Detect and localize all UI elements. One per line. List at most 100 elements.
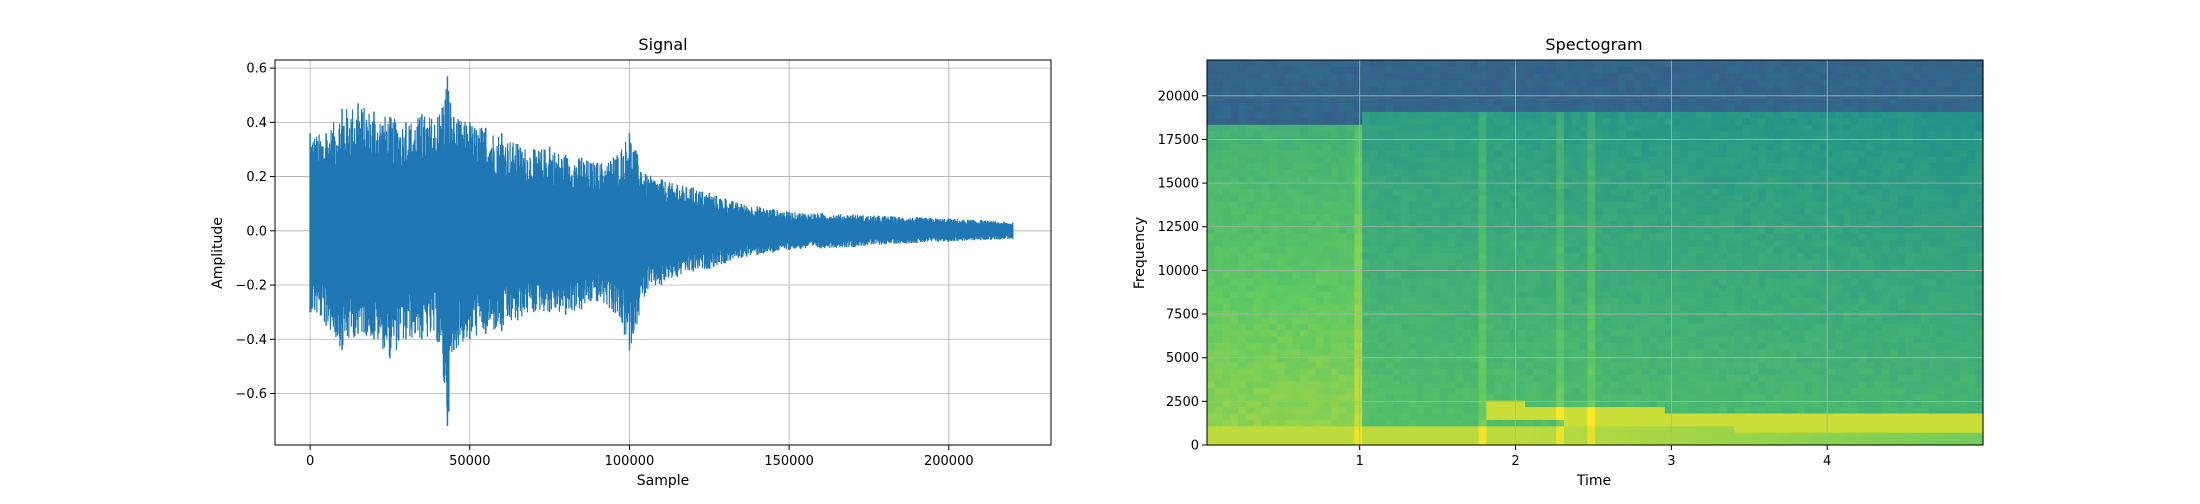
spectrogram-cell xyxy=(1417,285,1425,292)
spectrogram-cell xyxy=(1548,137,1556,144)
spectrogram-cell xyxy=(1316,381,1324,388)
spectrogram-cell xyxy=(1269,259,1277,266)
spectrogram-cell xyxy=(1471,240,1479,247)
spectrogram-cell xyxy=(1611,362,1619,369)
spectrogram-cell xyxy=(1448,188,1456,195)
spectrogram-cell xyxy=(1455,265,1463,272)
spectrogram-cell xyxy=(1517,407,1525,414)
spectrogram-cell xyxy=(1541,407,1549,414)
spectrogram-cell xyxy=(1254,278,1262,285)
spectrogram-cell xyxy=(1215,86,1223,93)
spectrogram-cell xyxy=(1805,304,1813,311)
spectrogram-cell xyxy=(1215,208,1223,215)
spectrogram-cell xyxy=(1719,253,1727,260)
spectrogram-cell xyxy=(1417,413,1425,420)
spectrogram-cell xyxy=(1789,201,1797,208)
spectrogram-cell xyxy=(1548,111,1556,118)
spectrogram-cell xyxy=(1781,137,1789,144)
signal-y-tick-label: −0.2 xyxy=(235,279,267,294)
spectrogram-cell xyxy=(1339,304,1347,311)
spectrogram-cell xyxy=(1727,253,1735,260)
spectrogram-cell xyxy=(1727,265,1735,272)
spectrogram-cell xyxy=(1812,176,1820,183)
spectrogram-cell xyxy=(1347,368,1355,375)
spectrogram-cell xyxy=(1370,188,1378,195)
spectrogram-cell xyxy=(1393,240,1401,247)
spectrogram-cell xyxy=(1285,387,1293,394)
spectrogram-cell xyxy=(1634,169,1642,176)
spectrogram-cell xyxy=(1541,297,1549,304)
spectrogram-cell xyxy=(1486,143,1494,150)
spectrogram-cell xyxy=(1556,407,1564,414)
spectrogram-cell xyxy=(1254,150,1262,157)
spectrogram-cell xyxy=(1548,394,1556,401)
spectrogram-cell xyxy=(1323,336,1331,343)
spectrogram-cell xyxy=(1541,73,1549,80)
spectrogram-cell xyxy=(1479,394,1487,401)
spectrogram-cell xyxy=(1285,381,1293,388)
spectrogram-cell xyxy=(1688,387,1696,394)
spectrogram-cell xyxy=(1331,195,1339,202)
spectrogram-cell xyxy=(1836,208,1844,215)
spectrogram-cell xyxy=(1696,150,1704,157)
spectrogram-cell xyxy=(1556,394,1564,401)
spectrogram-cell xyxy=(1665,227,1673,234)
spectrogram-cell xyxy=(1766,176,1774,183)
spectrogram-cell xyxy=(1828,285,1836,292)
spectrogram-cell xyxy=(1300,233,1308,240)
spectrogram-cell xyxy=(1828,419,1836,426)
spectrogram-cell xyxy=(1378,233,1386,240)
spectrogram-cell xyxy=(1680,163,1688,170)
spectrogram-cell xyxy=(1665,150,1673,157)
spectrogram-cell xyxy=(1587,163,1595,170)
spectrogram-cell xyxy=(1385,304,1393,311)
spectrogram-cell xyxy=(1789,118,1797,125)
spectrogram-cell xyxy=(1238,272,1246,279)
spectrogram-cell xyxy=(1766,330,1774,337)
spectrogram-cell xyxy=(1766,214,1774,221)
spectrogram-cell xyxy=(1347,253,1355,260)
spectrogram-cell xyxy=(1238,240,1246,247)
spectrogram-cell xyxy=(1611,208,1619,215)
spectrogram-cell xyxy=(1517,381,1525,388)
spectrogram-cell xyxy=(1634,208,1642,215)
spectrogram-cell xyxy=(1308,73,1316,80)
spectrogram-cell xyxy=(1618,137,1626,144)
spectrogram-cell xyxy=(1719,208,1727,215)
spectrogram-cell xyxy=(1525,79,1533,86)
spectrogram-cell xyxy=(1525,131,1533,138)
spectrogram-cell xyxy=(1378,265,1386,272)
spectrogram-cell xyxy=(1362,99,1370,106)
spectrogram-cell xyxy=(1316,419,1324,426)
spectrogram-cell xyxy=(1292,118,1300,125)
spectrogram-cell xyxy=(1479,432,1487,439)
spectrogram-cell xyxy=(1494,214,1502,221)
spectrogram-cell xyxy=(1556,355,1564,362)
spectrogram-cell xyxy=(1331,278,1339,285)
spectrogram-cell xyxy=(1440,156,1448,163)
spectrogram-cell xyxy=(1440,246,1448,253)
spectrogram-cell xyxy=(1486,246,1494,253)
spectrogram-cell xyxy=(1269,368,1277,375)
spectrogram-cell xyxy=(1238,374,1246,381)
spectrogram-cell xyxy=(1246,413,1254,420)
spectrogram-cell xyxy=(1758,118,1766,125)
spectrogram-cell xyxy=(1719,240,1727,247)
spectrogram-cell xyxy=(1595,79,1603,86)
spectrogram-cell xyxy=(1370,195,1378,202)
spectrogram-cell xyxy=(1347,156,1355,163)
spectrogram-cell xyxy=(1285,342,1293,349)
spectrogram-cell xyxy=(1572,413,1580,420)
spectrogram-cell xyxy=(1502,265,1510,272)
spectrogram-cell xyxy=(1401,272,1409,279)
spectrogram-cell xyxy=(1292,419,1300,426)
spectrogram-cell xyxy=(1766,66,1774,73)
spectrogram-cell xyxy=(1254,105,1262,112)
spectrogram-cell xyxy=(1719,336,1727,343)
spectrogram-cell xyxy=(1618,150,1626,157)
spectrogram-cell xyxy=(1215,124,1223,131)
spectrogram-cell xyxy=(1587,66,1595,73)
spectrogram-cell xyxy=(1308,156,1316,163)
spectrogram-cell xyxy=(1618,163,1626,170)
spectrogram-cell xyxy=(1385,355,1393,362)
